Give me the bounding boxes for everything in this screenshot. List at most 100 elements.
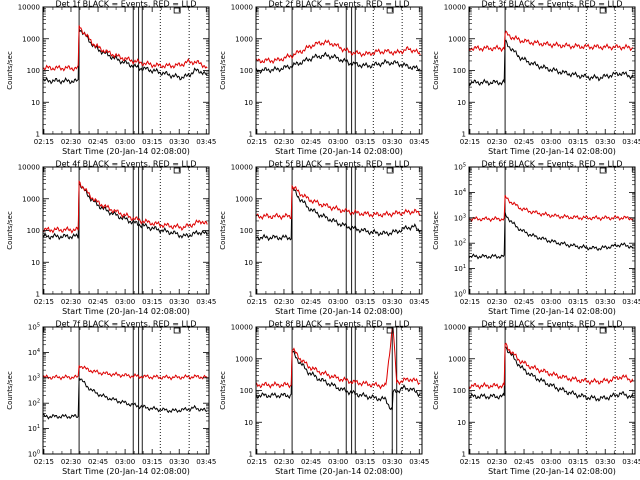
y-tick-label: 1 — [462, 131, 466, 139]
legend-box — [173, 7, 181, 14]
y-tick-label: 10000 — [18, 4, 40, 12]
x-axis-label: Start Time (20-Jan-14 02:08:00) — [62, 467, 190, 476]
x-tick-label: 03:30 — [595, 298, 615, 306]
y-tick-label: 105 — [454, 163, 466, 172]
chart-panel-3: Det 3f BLACK = Events, RED = LLD Start Ti… — [432, 0, 640, 156]
legend-box — [599, 327, 607, 334]
x-tick-label: 03:30 — [595, 458, 615, 466]
chart-title: Det 6f BLACK = Events, RED = LLD — [481, 160, 622, 169]
chart-title: Det 1f BLACK = Events, RED = LLD — [55, 0, 196, 9]
x-tick-label: 02:30 — [274, 298, 294, 306]
series-events-line — [469, 39, 634, 87]
x-tick-label: 02:15 — [460, 458, 480, 466]
plot-area — [43, 167, 208, 294]
y-tick-label: 102 — [28, 399, 40, 408]
x-tick-label: 03:30 — [595, 138, 615, 146]
x-tick-label: 02:15 — [34, 458, 54, 466]
x-tick-label: 02:45 — [301, 138, 321, 146]
series-lld-line — [43, 25, 208, 72]
legend-box — [386, 7, 394, 14]
y-tick-label: 1000 — [235, 195, 253, 203]
y-tick-label: 100 — [28, 450, 40, 459]
y-tick-label: 104 — [454, 188, 466, 197]
x-tick-label: 02:45 — [514, 298, 534, 306]
plot-area — [469, 327, 634, 454]
y-axis-label: Counts/sec — [219, 371, 227, 410]
x-tick-label: 03:45 — [196, 458, 216, 466]
y-tick-label: 1 — [249, 451, 253, 459]
x-tick-label: 03:45 — [196, 138, 216, 146]
y-tick-label: 10 — [244, 419, 253, 427]
chart-title: Det 3f BLACK = Events, RED = LLD — [481, 0, 622, 9]
series-lld-line — [256, 39, 421, 65]
x-tick-label: 03:15 — [355, 458, 375, 466]
y-tick-label: 103 — [454, 213, 466, 222]
x-tick-label: 02:30 — [487, 138, 507, 146]
x-tick-label: 03:15 — [568, 138, 588, 146]
x-tick-label: 03:15 — [142, 458, 162, 466]
x-tick-label: 03:00 — [541, 138, 561, 146]
x-tick-label: 03:30 — [382, 138, 402, 146]
y-tick-label: 100 — [27, 227, 40, 235]
plot-frame — [468, 326, 636, 455]
x-tick-label: 03:45 — [409, 138, 429, 146]
chart-panel-6: Det 6f BLACK = Events, RED = LLD Start Ti… — [432, 160, 640, 317]
series-lld-line — [43, 365, 208, 381]
chart-panel-5: Det 5f BLACK = Events, RED = LLD Start Ti… — [219, 160, 429, 317]
x-tick-label: 02:45 — [514, 138, 534, 146]
x-tick-label: 02:30 — [274, 458, 294, 466]
y-tick-label: 101 — [28, 424, 40, 433]
series-events-line — [43, 28, 208, 85]
y-tick-label: 10000 — [231, 324, 253, 332]
chart-panel-8: Det 8f BLACK = Events, RED = LLD Start Ti… — [219, 320, 429, 477]
x-tick-label: 02:15 — [34, 298, 54, 306]
plot-area — [256, 167, 421, 294]
x-tick-label: 03:00 — [541, 298, 561, 306]
plot-area — [256, 327, 421, 454]
x-axis-label: Start Time (20-Jan-14 02:08:00) — [275, 467, 403, 476]
y-tick-label: 104 — [28, 348, 40, 357]
chart-panel-1: Det 1f BLACK = Events, RED = LLD Start Ti… — [6, 0, 216, 156]
series-events-line — [43, 377, 208, 420]
x-tick-label: 03:15 — [142, 298, 162, 306]
y-tick-label: 100 — [454, 290, 466, 299]
y-tick-label: 100 — [240, 67, 253, 75]
y-tick-label: 100 — [453, 67, 466, 75]
x-tick-label: 03:45 — [622, 138, 640, 146]
series-events-line — [43, 182, 208, 241]
chart-title: Det 2f BLACK = Events, RED = LLD — [268, 0, 409, 9]
y-tick-label: 103 — [28, 373, 40, 382]
chart-title: Det 4f BLACK = Events, RED = LLD — [55, 160, 196, 169]
plot-area — [256, 7, 421, 134]
legend-box — [173, 167, 181, 174]
x-tick-label: 02:30 — [61, 458, 81, 466]
series-lld-line — [43, 180, 208, 234]
x-tick-label: 03:15 — [568, 298, 588, 306]
plot-area — [43, 7, 208, 134]
y-tick-label: 101 — [454, 264, 466, 273]
y-tick-label: 10 — [244, 99, 253, 107]
series-events-line — [256, 51, 421, 75]
y-tick-label: 1000 — [235, 355, 253, 363]
y-axis-label: Counts/sec — [432, 371, 440, 410]
series-lld-line — [256, 327, 421, 390]
y-axis-label: Counts/sec — [432, 51, 440, 90]
x-tick-label: 02:30 — [487, 298, 507, 306]
chart-title: Det 5f BLACK = Events, RED = LLD — [268, 160, 409, 169]
y-axis-label: Counts/sec — [219, 211, 227, 250]
chart-panel-4: Det 4f BLACK = Events, RED = LLD Start Ti… — [6, 160, 216, 317]
x-tick-label: 03:15 — [355, 298, 375, 306]
x-tick-label: 03:00 — [115, 138, 135, 146]
x-tick-label: 03:00 — [115, 298, 135, 306]
x-tick-label: 02:45 — [301, 298, 321, 306]
y-tick-label: 105 — [28, 323, 40, 332]
x-tick-label: 03:00 — [541, 458, 561, 466]
x-tick-label: 03:45 — [409, 298, 429, 306]
x-tick-label: 03:30 — [169, 458, 189, 466]
x-tick-label: 03:15 — [355, 138, 375, 146]
x-tick-label: 03:00 — [328, 138, 348, 146]
y-tick-label: 100 — [27, 67, 40, 75]
x-tick-label: 02:15 — [34, 138, 54, 146]
y-tick-label: 1000 — [235, 35, 253, 43]
x-axis-label: Start Time (20-Jan-14 02:08:00) — [62, 147, 190, 156]
